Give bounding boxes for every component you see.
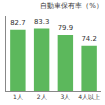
svg-text:4人以上: 4人以上 xyxy=(78,93,100,100)
svg-text:82.7: 82.7 xyxy=(10,19,25,27)
svg-text:79.9: 79.9 xyxy=(58,24,73,32)
svg-text:83.3: 83.3 xyxy=(34,18,49,26)
svg-text:自動車保有率（%）: 自動車保有率（%） xyxy=(40,2,103,10)
svg-text:3人: 3人 xyxy=(60,93,70,100)
svg-text:74.2: 74.2 xyxy=(81,35,96,43)
svg-text:1人: 1人 xyxy=(13,93,23,100)
svg-text:2人: 2人 xyxy=(37,93,47,100)
